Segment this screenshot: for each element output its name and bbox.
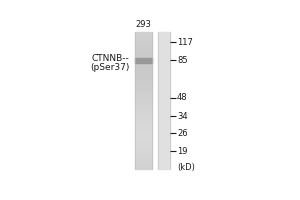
Text: 85: 85 (177, 56, 188, 65)
Text: 19: 19 (177, 147, 188, 156)
Text: (kD): (kD) (177, 163, 195, 172)
Text: 293: 293 (135, 20, 151, 29)
Text: 117: 117 (177, 38, 193, 47)
Text: 48: 48 (177, 93, 188, 102)
Text: 34: 34 (177, 112, 188, 121)
Text: (pSer37): (pSer37) (90, 63, 129, 72)
Text: CTNNB--: CTNNB-- (92, 54, 129, 63)
Text: 26: 26 (177, 129, 188, 138)
